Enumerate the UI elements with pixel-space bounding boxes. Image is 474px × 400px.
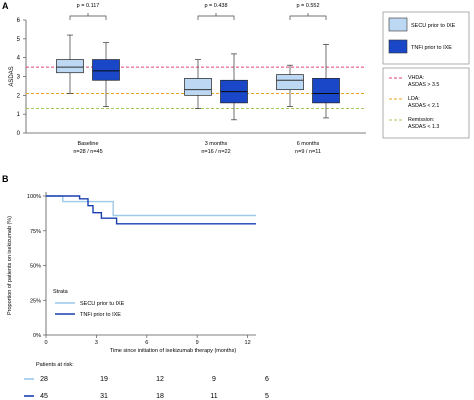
km-x-tick-label: 3 — [95, 340, 98, 346]
panel-b: B 0% 25% 50% 75% 100% 0 3 6 9 12 Time since initiat… — [2, 174, 269, 400]
km-y-tick-label: 25% — [30, 298, 41, 304]
risk-count: 45 — [40, 393, 48, 400]
p-value-bracket — [69, 15, 107, 20]
y-tick-label: 3 — [17, 75, 21, 81]
x-category-label: 6 months — [297, 141, 320, 147]
x-category-n: n=9 / n=11 — [295, 149, 321, 155]
reference-legend-threshold: ASDAS > 3.5 — [408, 82, 439, 88]
risk-count: 5 — [265, 393, 269, 400]
km-x-tick-label: 9 — [196, 340, 199, 346]
panel-label-b: B — [2, 174, 9, 184]
km-x-axis-label: Time since initiation of ixekizumab ther… — [110, 348, 237, 354]
y-tick-label: 1 — [17, 112, 21, 118]
km-y-tick-label: 100% — [27, 194, 41, 200]
km-y-axis-label: Proportion of patients on ixekizumab (%) — [7, 216, 13, 315]
p-value-label: p = 0.117 — [77, 3, 100, 9]
km-x-tick-label: 12 — [245, 340, 251, 346]
box — [184, 78, 212, 96]
km-legend-label: TNFi prior to IXE — [80, 312, 121, 318]
reference-legend-label: LDA: — [408, 96, 420, 102]
risk-count: 18 — [156, 393, 164, 400]
legend-label: SECU prior to IXE — [411, 23, 456, 29]
km-x-tick-label: 0 — [44, 340, 47, 346]
box — [312, 78, 340, 104]
y-tick-label: 2 — [17, 93, 21, 99]
risk-count: 11 — [210, 393, 217, 400]
km-x-tick-label: 6 — [145, 340, 148, 346]
km-y-tick-label: 50% — [30, 264, 41, 270]
reference-legend-label: VHDA: — [408, 75, 424, 81]
panel-label-a: A — [2, 1, 9, 11]
x-category-n: n=16 / n=22 — [201, 149, 230, 155]
km-y-tick-label: 75% — [30, 229, 41, 235]
p-value-bracket — [289, 15, 327, 20]
legend-label: TNFi prior to IXE — [411, 45, 452, 51]
x-category-n: n=28 / n=45 — [73, 149, 102, 155]
reference-legend-box — [382, 67, 470, 139]
km-curve — [46, 195, 256, 225]
km-legend-title: Strata — [53, 289, 69, 295]
box — [276, 74, 304, 91]
risk-table-title: Patients at risk: — [36, 362, 74, 368]
reference-legend-threshold: ASDAS < 2.1 — [408, 103, 439, 109]
y-tick-label: 4 — [17, 56, 21, 62]
p-value-bracket — [197, 15, 235, 20]
y-axis-label: ASDAS — [9, 66, 15, 86]
y-tick-label: 5 — [17, 37, 21, 43]
x-category-label: Baseline — [77, 141, 98, 147]
risk-count: 19 — [100, 376, 108, 383]
y-tick-label: 0 — [17, 131, 21, 137]
km-legend-label: SECU prior tu IXE — [80, 301, 125, 307]
p-value-label: p = 0.438 — [204, 3, 227, 9]
risk-count: 9 — [212, 376, 216, 383]
reference-legend-threshold: ASDAS < 1.3 — [408, 124, 439, 130]
y-tick-label: 6 — [17, 18, 21, 24]
risk-count: 28 — [40, 376, 48, 383]
panel-a: A 0 1 2 3 4 5 6 ASDAS Baseline n=28 / n=45 p = 0.11… — [2, 1, 470, 155]
x-category-label: 3 months — [205, 141, 228, 147]
risk-count: 12 — [156, 376, 164, 383]
legend-swatch — [388, 17, 408, 32]
reference-legend-label: Remission: — [408, 117, 434, 123]
km-curve — [46, 195, 256, 217]
risk-count: 31 — [100, 393, 108, 400]
p-value-label: p = 0.552 — [296, 3, 319, 9]
km-y-tick-label: 0% — [33, 333, 41, 339]
legend-swatch — [388, 39, 408, 54]
risk-count: 6 — [265, 376, 269, 383]
box — [56, 59, 84, 74]
box — [92, 59, 120, 81]
